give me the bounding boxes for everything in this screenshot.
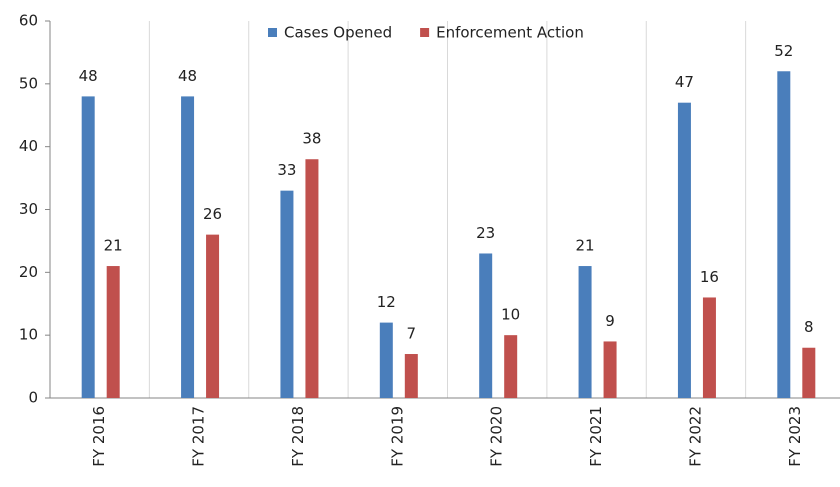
bar (677, 102, 691, 398)
x-tick-label: FY 2018 (289, 406, 307, 467)
bar (802, 347, 816, 398)
bar (305, 159, 319, 398)
bar (404, 354, 418, 398)
x-tick-label: FY 2020 (488, 406, 506, 467)
bar (504, 335, 518, 398)
data-label: 16 (700, 268, 719, 286)
data-label: 10 (501, 306, 520, 324)
bar (479, 253, 493, 398)
y-tick-label: 60 (19, 12, 38, 30)
bar (603, 341, 617, 398)
legend-swatch (268, 28, 277, 37)
bar (181, 96, 195, 399)
y-tick-label: 40 (19, 137, 38, 155)
data-label: 26 (203, 205, 222, 223)
legend-label: Enforcement Action (436, 24, 584, 42)
data-label: 21 (104, 237, 123, 255)
y-tick-label: 0 (28, 389, 38, 407)
bar (280, 190, 294, 398)
data-label: 21 (576, 237, 595, 255)
bar (81, 96, 95, 399)
y-tick-label: 10 (19, 326, 38, 344)
legend-label: Cases Opened (284, 24, 392, 42)
bar (702, 297, 716, 398)
bar (379, 322, 393, 398)
bar (777, 71, 791, 399)
data-label: 47 (675, 73, 694, 91)
y-tick-label: 20 (19, 263, 38, 281)
x-tick-label: FY 2022 (686, 406, 704, 467)
data-label: 48 (79, 67, 98, 85)
data-label: 9 (605, 312, 615, 330)
data-label: 12 (377, 293, 396, 311)
data-label: 38 (302, 130, 321, 148)
data-label: 7 (407, 325, 417, 343)
x-tick-label: FY 2023 (786, 406, 804, 467)
data-label: 33 (277, 161, 296, 179)
bar (206, 234, 220, 398)
bar (106, 266, 120, 398)
x-tick-label: FY 2021 (587, 406, 605, 467)
x-tick-label: FY 2016 (90, 406, 108, 467)
data-label: 52 (774, 42, 793, 60)
legend-swatch (420, 28, 430, 37)
x-tick-label: FY 2017 (190, 406, 208, 467)
data-label: 23 (476, 224, 495, 242)
bar (578, 266, 592, 398)
data-label: 8 (804, 318, 814, 336)
y-tick-label: 30 (19, 200, 38, 218)
x-tick-label: FY 2019 (388, 406, 406, 467)
data-label: 48 (178, 67, 197, 85)
y-tick-label: 50 (19, 74, 38, 92)
